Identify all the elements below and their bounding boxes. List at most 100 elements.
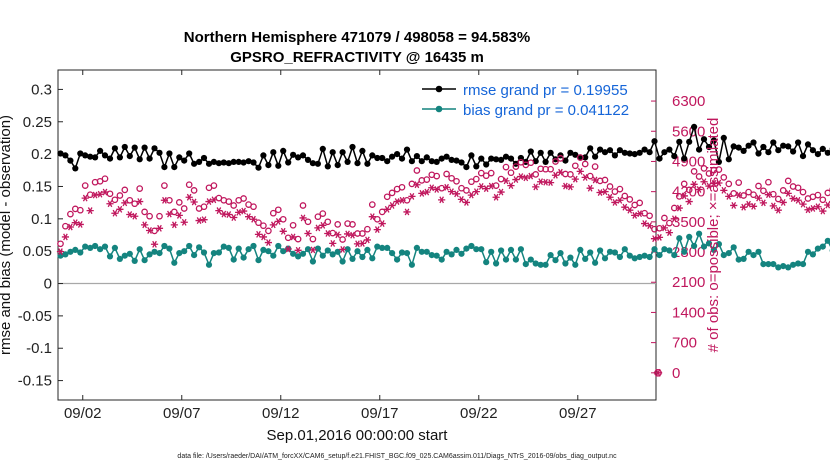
- bias-point: [468, 242, 475, 250]
- bias-point: [483, 259, 490, 266]
- obs-possible-point: [735, 179, 743, 186]
- bias-point: [62, 251, 69, 258]
- obs-possible-point: [497, 175, 505, 183]
- bias-point: [260, 246, 267, 253]
- rmse-point: [141, 144, 148, 151]
- bias-point: [517, 246, 525, 253]
- bias-point: [646, 253, 653, 261]
- bias-point: [740, 255, 747, 262]
- obs-assimilated-point: [230, 214, 238, 221]
- obs-assimilated-point: [373, 226, 381, 234]
- obs-assimilated-point: [631, 211, 639, 219]
- y-right-tick-label: 4900: [672, 153, 705, 170]
- bias-point: [186, 242, 193, 250]
- obs-assimilated-point: [616, 196, 624, 204]
- bias-point: [156, 250, 163, 257]
- rmse-point: [334, 162, 341, 169]
- obs-assimilated-point: [363, 236, 371, 244]
- rmse-point: [626, 150, 633, 157]
- obs-assimilated-point: [175, 211, 183, 219]
- bias-point: [478, 246, 485, 253]
- rmse-point: [205, 160, 213, 167]
- bias-point: [290, 250, 297, 257]
- rmse-point: [537, 149, 544, 156]
- bias-point: [398, 249, 406, 256]
- obs-possible-point: [141, 208, 148, 216]
- obs-assimilated-point: [660, 224, 669, 232]
- obs-possible-point: [715, 166, 723, 173]
- rmse-point: [651, 138, 658, 145]
- bias-point: [616, 253, 624, 261]
- obs-assimilated-point: [447, 188, 456, 196]
- x-tick-label: 09/17: [361, 405, 399, 422]
- obs-possible-point: [661, 214, 668, 222]
- y-tick-label: -0.15: [18, 373, 52, 390]
- obs-assimilated-point: [259, 233, 268, 241]
- rmse-point: [225, 160, 232, 167]
- obs-assimilated-point: [86, 207, 94, 215]
- obs-possible-point: [606, 183, 614, 190]
- obs-assimilated-point: [596, 189, 604, 196]
- bias-point: [715, 241, 723, 248]
- obs-assimilated-point: [274, 217, 282, 225]
- obs-assimilated-point: [779, 198, 787, 206]
- obs-possible-point: [636, 199, 644, 207]
- rmse-point: [661, 149, 668, 156]
- obs-possible-point: [695, 173, 703, 180]
- obs-assimilated-point: [180, 218, 188, 226]
- legend-bias-marker: [435, 105, 443, 113]
- x-tick-label: 09/07: [163, 405, 201, 422]
- bias-point: [527, 256, 534, 263]
- obs-assimilated-point: [136, 198, 144, 206]
- obs-possible-point: [745, 188, 752, 196]
- obs-assimilated-point: [165, 210, 173, 218]
- bias-point: [597, 247, 604, 254]
- y-tick-label: 0: [44, 276, 52, 293]
- obs-possible-point: [443, 170, 450, 178]
- rmse-point: [696, 146, 703, 153]
- rmse-point: [720, 134, 727, 141]
- obs-possible-point: [284, 234, 292, 242]
- obs-possible-point: [378, 208, 386, 216]
- rmse-point: [606, 147, 614, 154]
- rmse-point: [498, 156, 505, 163]
- obs-possible-point: [269, 209, 277, 217]
- obs-assimilated-point: [76, 220, 84, 228]
- y-right-tick-label: 700: [672, 335, 697, 352]
- y-right-tick-label: 3500: [672, 214, 705, 231]
- bias-point: [196, 244, 203, 251]
- rmse-point: [671, 153, 678, 160]
- bias-point: [220, 243, 227, 250]
- obs-assimilated-point: [324, 230, 332, 237]
- obs-possible-point: [309, 235, 317, 243]
- obs-assimilated-point: [492, 193, 500, 201]
- rmse-point: [67, 157, 74, 164]
- rmse-point: [275, 162, 282, 169]
- bias-point: [151, 248, 158, 255]
- obs-assimilated-point: [452, 190, 461, 198]
- rmse-point: [72, 165, 79, 172]
- obs-assimilated-point: [546, 179, 555, 187]
- bias-point: [720, 252, 727, 259]
- bias-point: [691, 242, 698, 250]
- series-layer: [56, 123, 830, 377]
- obs-assimilated-point: [744, 200, 753, 208]
- obs-assimilated-point: [91, 191, 99, 199]
- obs-possible-point: [586, 172, 594, 180]
- bias-point: [493, 260, 500, 267]
- rmse-point: [82, 152, 89, 159]
- obs-assimilated-point: [626, 206, 634, 214]
- obs-assimilated-point: [467, 191, 475, 199]
- obs-possible-point: [448, 174, 455, 182]
- obs-assimilated-point: [71, 219, 79, 227]
- rmse-point: [191, 160, 198, 167]
- chart-title: Northern Hemisphere 471079 / 498058 = 94…: [184, 29, 530, 46]
- bias-point: [215, 249, 222, 256]
- y-axis-label: rmse and bias (model - observation): [0, 115, 14, 355]
- obs-assimilated-point: [141, 221, 149, 229]
- obs-assimilated-point: [348, 231, 357, 239]
- rmse-point: [250, 159, 257, 166]
- bias-point: [72, 246, 79, 253]
- bias-point: [299, 250, 307, 257]
